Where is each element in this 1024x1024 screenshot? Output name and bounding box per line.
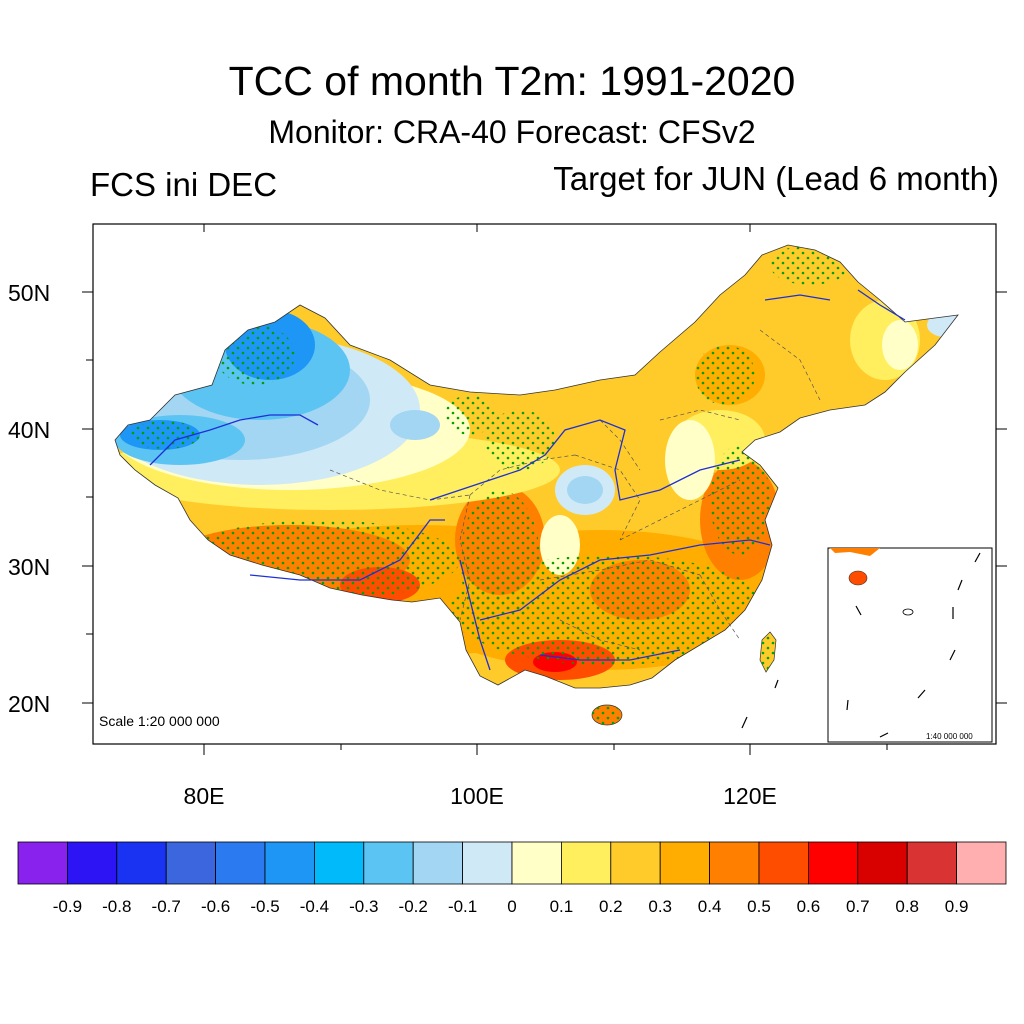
lon-label-80e: 80E bbox=[183, 783, 225, 809]
colorbar-swatch bbox=[709, 841, 760, 885]
colorbar bbox=[17, 841, 1007, 885]
lon-label-100e: 100E bbox=[450, 783, 504, 809]
colorbar-swatch bbox=[659, 841, 711, 885]
colorbar-swatch bbox=[808, 841, 859, 885]
colorbar-swatch bbox=[215, 841, 266, 885]
colorbar-tick-label: -0.9 bbox=[52, 897, 83, 916]
colorbar-swatch bbox=[264, 841, 315, 885]
colorbar-swatch bbox=[17, 841, 68, 885]
colorbar-swatch bbox=[610, 841, 661, 885]
colorbar-tick-label: -0.7 bbox=[151, 897, 181, 916]
chart-subtitle: Monitor: CRA-40 Forecast: CFSv2 bbox=[268, 114, 756, 150]
inset-hainan bbox=[848, 570, 868, 586]
colorbar-tick-label: 0.2 bbox=[598, 897, 623, 916]
colorbar-swatch bbox=[412, 841, 464, 885]
correlation-field bbox=[115, 245, 958, 688]
colorbar-swatch bbox=[511, 841, 562, 885]
colorbar-tick-label: -0.2 bbox=[398, 897, 428, 916]
colorbar-swatch bbox=[906, 841, 958, 885]
colorbar-tick-label: 0.1 bbox=[549, 897, 574, 916]
lat-label-50n: 50N bbox=[8, 280, 51, 306]
lat-label-20n: 20N bbox=[8, 691, 51, 717]
colorbar-tick-label: 0.6 bbox=[796, 897, 821, 916]
nine-dash-line bbox=[741, 552, 981, 738]
chart-title: TCC of month T2m: 1991-2020 bbox=[228, 58, 796, 104]
colorbar-tick-label: 0.5 bbox=[747, 897, 771, 916]
inset-scale-label: 1:40 000 000 bbox=[926, 732, 973, 741]
colorbar-tick-label: 0 bbox=[507, 897, 517, 916]
forecast-init-label: FCS ini DEC bbox=[90, 166, 278, 203]
colorbar-tick-label: -0.5 bbox=[250, 897, 280, 916]
map-scale-label: Scale 1:20 000 000 bbox=[99, 713, 220, 729]
colorbar-tick-label: 0.8 bbox=[895, 897, 920, 916]
colorbar-tick-label: -0.6 bbox=[200, 897, 231, 916]
colorbar-swatch bbox=[758, 841, 809, 885]
inset-islands bbox=[902, 608, 914, 616]
colorbar-swatch bbox=[462, 841, 513, 885]
colorbar-swatch bbox=[857, 841, 908, 885]
colorbar-tick-label: 0.3 bbox=[648, 897, 673, 916]
rivers bbox=[149, 289, 906, 671]
china-outline bbox=[114, 244, 959, 689]
inset-mainland bbox=[830, 548, 880, 556]
lat-label-40n: 40N bbox=[8, 417, 51, 443]
colorbar-tick-label: -0.8 bbox=[102, 897, 132, 916]
colorbar-tick-label: 0.4 bbox=[697, 897, 722, 916]
colorbar-tick-label: 0.7 bbox=[845, 897, 870, 916]
colorbar-swatch bbox=[956, 841, 1007, 885]
lat-label-30n: 30N bbox=[8, 554, 51, 580]
lon-label-120e: 120E bbox=[723, 783, 777, 809]
colorbar-swatch bbox=[165, 841, 216, 885]
colorbar-swatch bbox=[363, 841, 414, 885]
hainan-stipple bbox=[592, 705, 622, 725]
axis-ticks bbox=[82, 224, 1007, 755]
colorbar-tick-label: -0.3 bbox=[349, 897, 379, 916]
taiwan-stipple bbox=[760, 632, 776, 672]
target-label: Target for JUN (Lead 6 month) bbox=[553, 160, 999, 197]
colorbar-tick-label: -0.1 bbox=[447, 897, 478, 916]
colorbar-tick-label: -0.4 bbox=[299, 897, 330, 916]
colorbar-swatch bbox=[116, 841, 167, 885]
colorbar-swatch bbox=[67, 841, 118, 885]
colorbar-swatch bbox=[561, 841, 612, 885]
province-borders bbox=[329, 329, 821, 651]
colorbar-tick-label: 0.9 bbox=[944, 897, 969, 916]
colorbar-swatch bbox=[313, 841, 365, 885]
